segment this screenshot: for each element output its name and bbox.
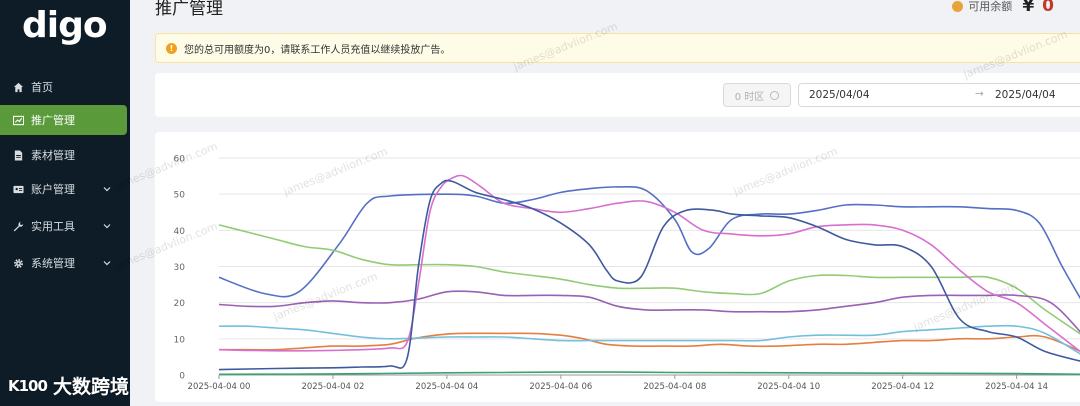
warning-icon: ! — [166, 42, 177, 54]
date-start[interactable]: 2025/04/04 — [809, 89, 870, 101]
balance-display: 可用余额 ¥ 0 — [952, 0, 1054, 16]
clock-icon — [770, 90, 780, 100]
balance-value: 0 — [1042, 0, 1054, 16]
x-tick-label: 2025-04-04 06 — [529, 382, 592, 392]
x-tick-label: 2025-04-04 08 — [643, 382, 706, 392]
timezone-label: 0 时区 — [734, 91, 765, 103]
main-content: 推广管理 可用余额 ¥ 0 ! 您的总可用额度为0，请联系工作人员充值以继续投放… — [112, 0, 1080, 406]
sidebar-item-label: 首页 — [31, 81, 53, 94]
x-tick-label: 2025-04-04 04 — [415, 382, 478, 392]
chevron-down-icon — [103, 186, 113, 192]
sidebar-item-label: 素材管理 — [31, 149, 75, 162]
sidebar-item-label: 系统管理 — [31, 257, 75, 270]
y-tick-label: 0 — [179, 372, 185, 382]
chevron-down-icon — [103, 260, 113, 266]
arrow-right-icon: → — [975, 88, 984, 100]
chart-card: 0 10 20 30 40 50 60 2025-04-04 00 2025-04-04 02 2… — [155, 132, 1080, 402]
alert-text: 您的总可用额度为0，请联系工作人员充值以继续投放广告。 — [184, 44, 451, 56]
x-tick-label: 2025-04-04 14 — [985, 382, 1048, 392]
x-tick-label: 2025-04-04 02 — [301, 382, 364, 392]
line-chart[interactable]: 0 10 20 30 40 50 60 2025-04-04 00 2025-04-04 02 2… — [155, 132, 1080, 402]
sidebar-item-label: 实用工具 — [31, 220, 75, 233]
date-end[interactable]: 2025/04/04 — [995, 89, 1056, 101]
file-icon — [12, 149, 24, 161]
id-card-icon — [12, 183, 24, 195]
series-line-6 — [218, 179, 1080, 371]
sidebar-item-5[interactable]: 系统管理 — [0, 248, 127, 278]
chart-icon — [12, 114, 24, 126]
y-tick-label: 30 — [174, 263, 186, 273]
series-line-1 — [218, 224, 1080, 335]
sidebar-item-0[interactable]: 首页 — [0, 72, 127, 102]
wrench-icon — [12, 220, 24, 232]
page-title: 推广管理 — [155, 0, 223, 19]
sidebar: digo 首页推广管理素材管理账户管理实用工具系统管理 — [0, 0, 130, 406]
gear-icon — [12, 257, 24, 269]
y-tick-label: 20 — [174, 299, 186, 309]
logo[interactable]: digo — [22, 5, 108, 46]
y-tick-label: 50 — [174, 191, 186, 201]
sidebar-item-1[interactable]: 推广管理 — [0, 105, 127, 135]
series-line-0 — [218, 185, 1080, 300]
sidebar-item-3[interactable]: 账户管理 — [0, 174, 127, 204]
y-tick-label: 10 — [174, 335, 186, 345]
x-tick-label: 2025-04-04 12 — [871, 382, 934, 392]
x-tick-label: 2025-04-04 00 — [188, 382, 251, 392]
sidebar-item-2[interactable]: 素材管理 — [0, 140, 127, 170]
series-line-3 — [218, 324, 1080, 355]
sidebar-item-label: 推广管理 — [31, 114, 75, 127]
y-tick-label: 40 — [174, 227, 186, 237]
y-tick-label: 60 — [174, 155, 186, 165]
sidebar-item-label: 账户管理 — [31, 183, 75, 196]
home-icon — [12, 81, 24, 93]
x-tick-label: 2025-04-04 10 — [757, 382, 820, 392]
brand-mark: K100 — [8, 376, 48, 395]
brand-name: 大数跨境 — [52, 376, 129, 398]
chevron-down-icon — [103, 223, 113, 229]
series-line-5 — [218, 174, 1080, 353]
series-line-2 — [219, 332, 1080, 352]
brand-watermark: K100 大数跨境 — [8, 372, 129, 399]
sidebar-item-4[interactable]: 实用工具 — [0, 211, 127, 241]
balance-label: 可用余额 — [968, 0, 1013, 13]
coin-icon — [952, 0, 964, 12]
balance-alert: ! 您的总可用额度为0，请联系工作人员充值以继续投放广告。 — [155, 33, 1080, 63]
series-line-4 — [218, 290, 1080, 333]
timezone-button[interactable]: 0 时区 — [723, 83, 791, 107]
date-range-picker[interactable]: 2025/04/04 → 2025/04/04 — [798, 83, 1080, 107]
filter-bar: 0 时区 2025/04/04 → 2025/04/04 — [155, 73, 1080, 117]
currency-symbol: ¥ — [1022, 0, 1035, 16]
series-line-7 — [218, 371, 1080, 376]
